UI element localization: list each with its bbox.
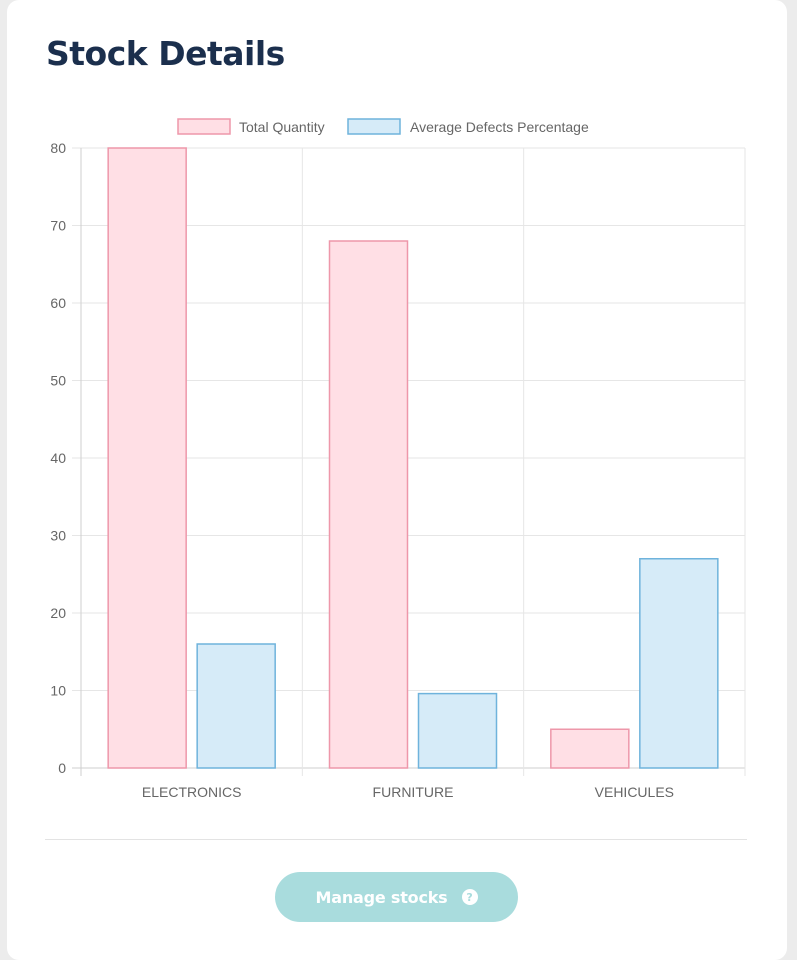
bar-avg-defects-furniture — [417, 692, 498, 769]
y-tick-label: 60 — [50, 295, 66, 311]
bar-total-quantity-vehicules — [550, 728, 630, 769]
legend-label-total-quantity: Total Quantity — [239, 119, 325, 135]
stock-bar-chart: 0 10 20 30 40 50 60 70 80 ELECTRONICS FURNITURE VEH… — [50, 118, 746, 800]
y-tick-label: 10 — [50, 683, 66, 699]
legend-label-avg-defects: Average Defects Percentage — [410, 119, 589, 135]
bar-avg-defects-electronics — [196, 643, 276, 769]
y-tick-label: 0 — [58, 760, 66, 776]
x-tick-label: ELECTRONICS — [142, 784, 242, 800]
bar-total-quantity-electronics — [107, 147, 187, 769]
x-tick-label: VEHICULES — [595, 784, 674, 800]
x-tick-label: FURNITURE — [373, 784, 454, 800]
legend-swatch-total-quantity — [177, 118, 231, 135]
y-tick-label: 80 — [50, 140, 66, 156]
y-tick-label: 20 — [50, 605, 66, 621]
bar-avg-defects-vehicules — [639, 558, 719, 769]
page-title: Stock Details — [46, 34, 285, 73]
y-tick-label: 40 — [50, 450, 66, 466]
bar-total-quantity-furniture — [328, 240, 409, 769]
help-circle-icon: ? — [461, 889, 478, 905]
y-tick-label: 50 — [50, 373, 66, 389]
y-tick-label: 70 — [50, 218, 66, 234]
y-tick-label: 30 — [50, 528, 66, 544]
manage-stocks-button[interactable]: Manage stocks ? — [275, 872, 518, 922]
manage-stocks-label: Manage stocks — [315, 887, 448, 907]
section-divider — [45, 839, 747, 840]
legend-swatch-avg-defects — [347, 118, 401, 135]
